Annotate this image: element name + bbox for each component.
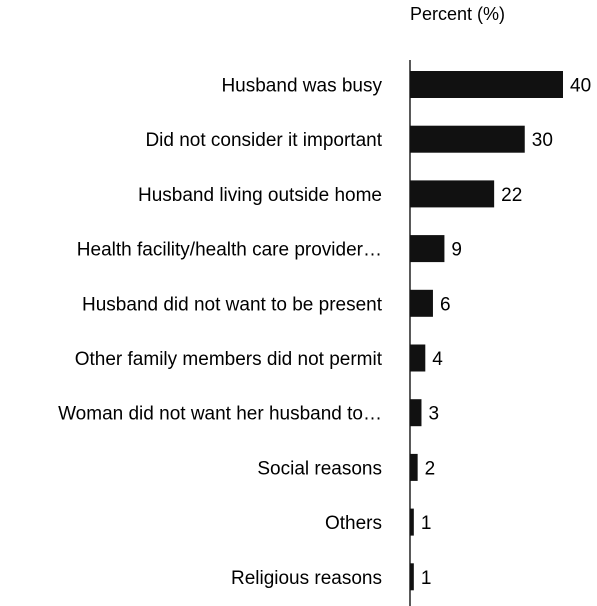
category-label: Other family members did not permit — [75, 349, 383, 370]
bar — [410, 563, 414, 591]
category-label: Did not consider it important — [145, 130, 382, 151]
bars-layer: Husband was busy 40 Did not consider it im… — [58, 71, 591, 591]
bar — [410, 508, 414, 536]
category-label: Social reasons — [257, 458, 382, 479]
value-label: 2 — [425, 458, 436, 479]
bar — [410, 289, 433, 317]
bar — [410, 180, 495, 208]
category-label: Husband living outside home — [138, 185, 382, 206]
category-label: Husband did not want to be present — [82, 294, 383, 315]
category-label: Husband was busy — [221, 76, 382, 97]
value-label: 9 — [451, 240, 462, 261]
bar — [410, 235, 445, 263]
bar — [410, 399, 422, 427]
value-label: 40 — [570, 76, 591, 97]
bar — [410, 71, 563, 98]
value-label: 6 — [440, 294, 451, 315]
value-label: 1 — [421, 568, 432, 589]
value-label: 30 — [532, 130, 553, 151]
category-label: Religious reasons — [231, 568, 382, 589]
category-label: Health facility/health care provider… — [77, 240, 382, 261]
value-label: 22 — [501, 185, 522, 206]
bar — [410, 125, 525, 153]
value-label: 1 — [421, 513, 432, 534]
value-label: 4 — [432, 349, 443, 370]
category-label: Others — [325, 513, 382, 534]
chart-title: Percent (%) — [410, 4, 505, 24]
category-label: Woman did not want her husband to… — [58, 404, 382, 425]
bar — [410, 453, 418, 481]
value-label: 3 — [428, 404, 439, 425]
bar — [410, 344, 426, 372]
